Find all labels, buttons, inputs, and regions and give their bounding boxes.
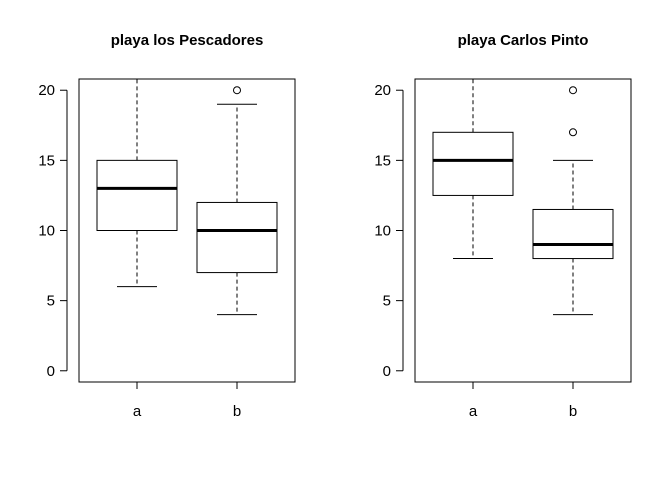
panel-title: playa los Pescadores bbox=[111, 32, 264, 49]
iqr-box bbox=[196, 201, 278, 274]
outlier-point bbox=[233, 86, 241, 95]
outlier-point bbox=[569, 86, 577, 95]
iqr-box bbox=[96, 159, 178, 231]
y-tick-label: 15 bbox=[374, 152, 391, 169]
panel-title: playa Carlos Pinto bbox=[458, 32, 589, 49]
iqr-box bbox=[432, 131, 514, 196]
y-tick-label: 15 bbox=[38, 152, 55, 169]
y-tick-label: 0 bbox=[383, 363, 391, 380]
panel-right: playa Carlos Pinto 0 5 10 15 20 a b bbox=[374, 32, 632, 420]
y-tick-label: 5 bbox=[383, 293, 391, 310]
x-tick-label: b bbox=[233, 403, 241, 420]
x-tick-label: a bbox=[469, 403, 478, 420]
iqr-box bbox=[532, 208, 614, 260]
y-tick-label: 20 bbox=[374, 82, 391, 99]
x-tick-label: b bbox=[569, 403, 577, 420]
y-tick-label: 0 bbox=[47, 363, 55, 380]
y-tick-label: 20 bbox=[38, 82, 55, 99]
outlier-point bbox=[569, 128, 577, 137]
x-tick-label: a bbox=[133, 403, 142, 420]
panel-left: playa los Pescadores 0 5 10 15 20 a b bbox=[38, 32, 296, 420]
y-tick-label: 10 bbox=[38, 223, 55, 240]
y-tick-label: 10 bbox=[374, 223, 391, 240]
y-tick-label: 5 bbox=[47, 293, 55, 310]
